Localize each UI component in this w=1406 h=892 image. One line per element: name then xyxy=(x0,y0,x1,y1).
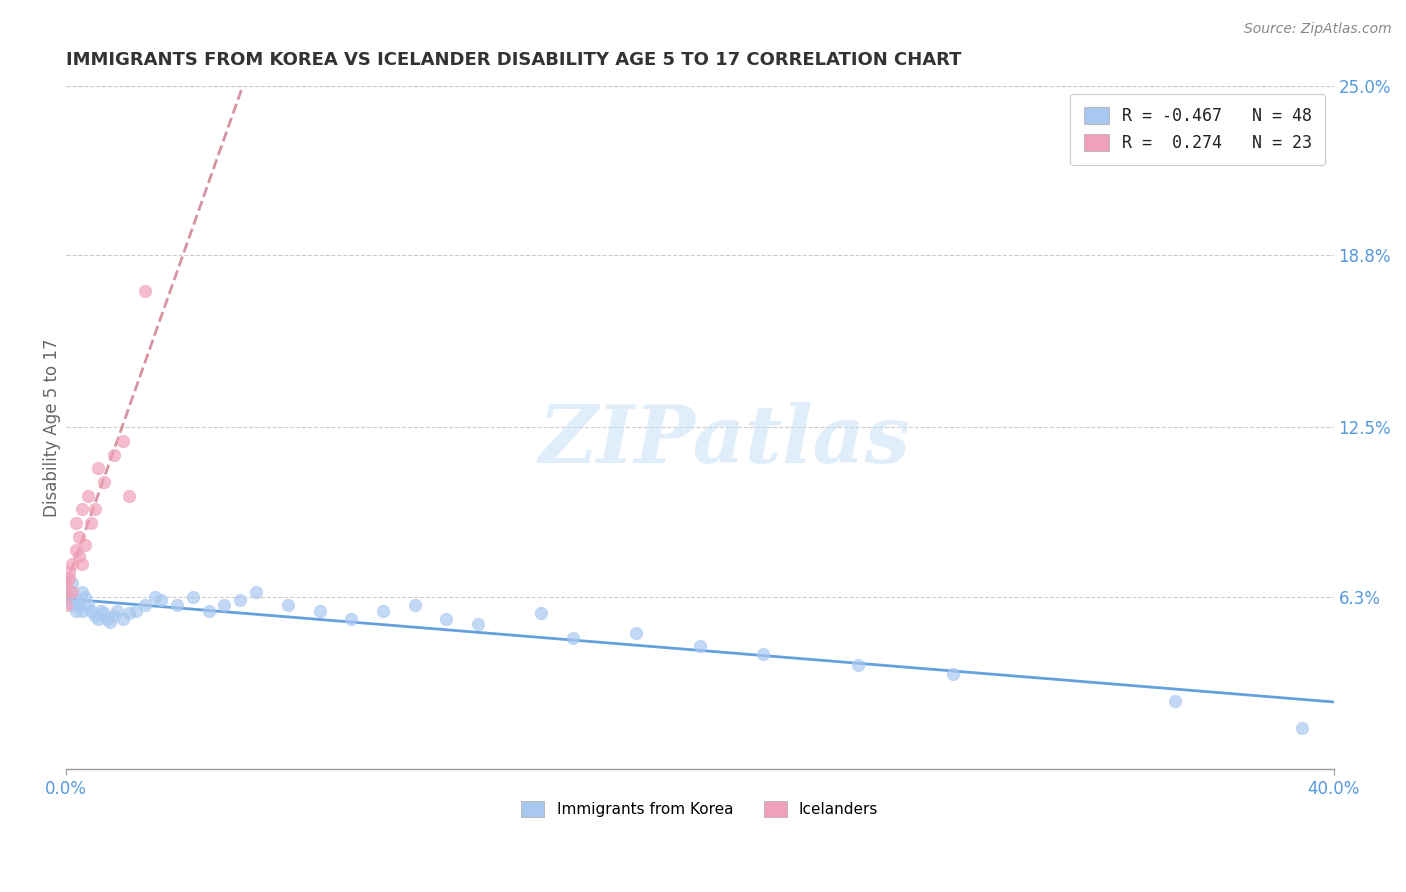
Point xyxy=(214,598,236,612)
Point xyxy=(134,284,156,298)
Point xyxy=(689,639,711,653)
Point xyxy=(90,604,112,618)
Point xyxy=(67,530,90,544)
Point xyxy=(70,557,93,571)
Point xyxy=(105,604,128,618)
Point xyxy=(467,617,489,632)
Point xyxy=(118,489,141,503)
Point xyxy=(103,609,125,624)
Point xyxy=(245,584,267,599)
Point xyxy=(229,592,252,607)
Point xyxy=(96,612,118,626)
Point xyxy=(562,631,585,645)
Point xyxy=(77,598,100,612)
Point xyxy=(197,604,219,618)
Point xyxy=(112,434,135,448)
Point xyxy=(60,584,83,599)
Point xyxy=(73,538,96,552)
Point xyxy=(404,598,426,612)
Point xyxy=(103,448,125,462)
Point xyxy=(65,543,87,558)
Point xyxy=(55,590,77,604)
Point xyxy=(65,592,87,607)
Point xyxy=(65,604,87,618)
Point xyxy=(308,604,330,618)
Point xyxy=(77,489,100,503)
Point xyxy=(118,607,141,621)
Point xyxy=(86,612,108,626)
Legend: Immigrants from Korea, Icelanders: Immigrants from Korea, Icelanders xyxy=(515,795,884,823)
Point xyxy=(55,598,77,612)
Point xyxy=(626,625,648,640)
Point xyxy=(58,571,80,585)
Point xyxy=(530,607,553,621)
Point xyxy=(340,612,363,626)
Point xyxy=(58,566,80,580)
Point xyxy=(1291,721,1313,735)
Point xyxy=(150,592,173,607)
Point xyxy=(942,666,965,681)
Point xyxy=(166,598,188,612)
Point xyxy=(752,648,775,662)
Point xyxy=(143,590,166,604)
Point xyxy=(93,475,115,489)
Y-axis label: Disability Age 5 to 17: Disability Age 5 to 17 xyxy=(44,338,60,516)
Point xyxy=(83,609,105,624)
Point xyxy=(100,615,122,629)
Text: ZIPatlas: ZIPatlas xyxy=(538,402,911,480)
Point xyxy=(1164,694,1187,708)
Text: Source: ZipAtlas.com: Source: ZipAtlas.com xyxy=(1244,22,1392,37)
Point xyxy=(86,461,108,475)
Point xyxy=(65,516,87,530)
Point xyxy=(60,576,83,591)
Point xyxy=(60,557,83,571)
Point xyxy=(125,604,148,618)
Point xyxy=(80,604,103,618)
Point xyxy=(67,549,90,563)
Point xyxy=(55,584,77,599)
Point xyxy=(73,590,96,604)
Point xyxy=(60,598,83,612)
Point xyxy=(70,604,93,618)
Point xyxy=(93,607,115,621)
Point xyxy=(70,502,93,516)
Point xyxy=(134,598,156,612)
Point xyxy=(277,598,299,612)
Text: IMMIGRANTS FROM KOREA VS ICELANDER DISABILITY AGE 5 TO 17 CORRELATION CHART: IMMIGRANTS FROM KOREA VS ICELANDER DISAB… xyxy=(66,51,962,69)
Point xyxy=(434,612,457,626)
Point xyxy=(846,658,869,673)
Point xyxy=(83,502,105,516)
Point xyxy=(67,598,90,612)
Point xyxy=(70,584,93,599)
Point xyxy=(55,576,77,591)
Point xyxy=(58,584,80,599)
Point xyxy=(181,590,204,604)
Point xyxy=(80,516,103,530)
Point xyxy=(112,612,135,626)
Point xyxy=(371,604,394,618)
